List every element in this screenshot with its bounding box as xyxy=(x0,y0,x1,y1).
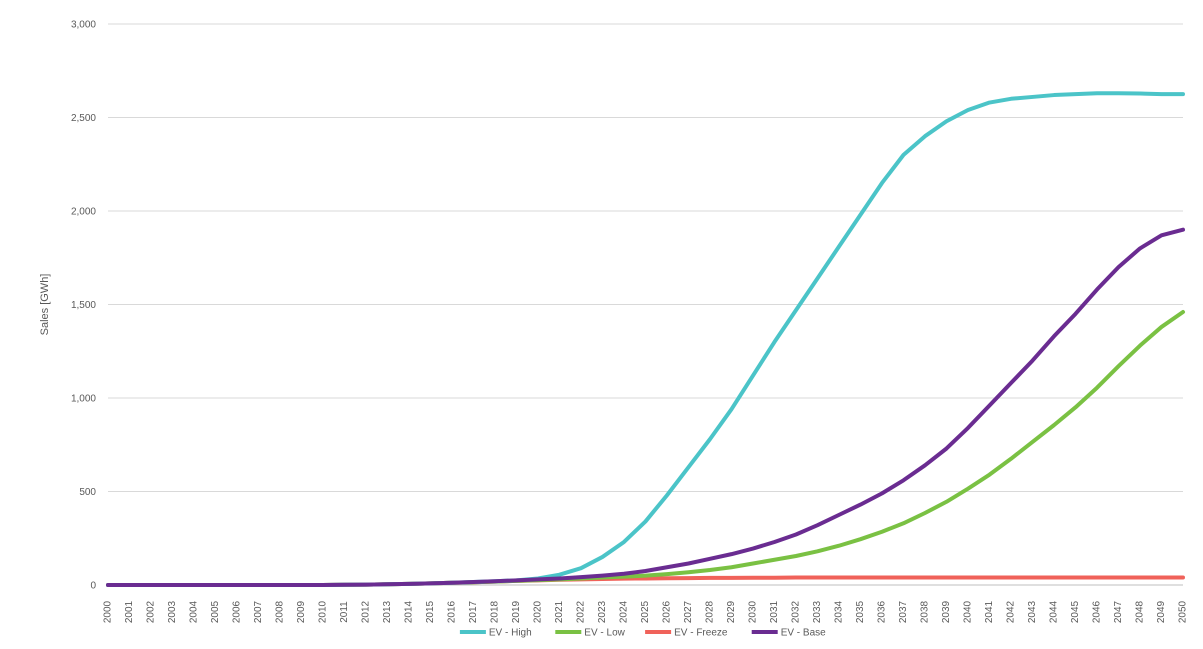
y-tick-label: 500 xyxy=(79,487,96,498)
x-tick-label: 2046 xyxy=(1092,600,1103,623)
x-tick-label: 2005 xyxy=(210,600,221,623)
x-tick-label: 2028 xyxy=(705,600,716,623)
legend-label: EV - Base xyxy=(781,628,826,639)
x-tick-label: 2020 xyxy=(533,600,544,623)
x-tick-label: 2007 xyxy=(253,600,264,623)
x-tick-label: 2045 xyxy=(1070,600,1081,623)
x-tick-label: 2025 xyxy=(640,600,651,623)
y-axis-title: Sales [GWh] xyxy=(39,274,51,336)
legend-item-ev-freeze: EV - Freeze xyxy=(645,628,728,639)
grid-lines xyxy=(108,23,1183,586)
x-tick-label: 2008 xyxy=(275,600,286,623)
x-tick-label: 2017 xyxy=(468,600,479,623)
y-tick-label: 1,000 xyxy=(71,394,96,405)
x-tick-label: 2034 xyxy=(834,600,845,623)
x-tick-label: 2013 xyxy=(382,600,393,623)
y-tick-label: 0 xyxy=(90,581,96,592)
x-tick-label: 2019 xyxy=(511,600,522,623)
x-tick-label: 2001 xyxy=(124,600,135,623)
x-tick-label: 2048 xyxy=(1135,600,1146,623)
y-tick-label: 3,000 xyxy=(71,20,96,31)
x-tick-label: 2032 xyxy=(791,600,802,623)
x-tick-label: 2033 xyxy=(812,600,823,623)
x-tick-label: 2041 xyxy=(984,600,995,623)
x-tick-label: 2026 xyxy=(662,600,673,623)
x-tick-label: 2039 xyxy=(941,600,952,623)
y-tick-label: 2,500 xyxy=(71,113,96,124)
series-line-ev-base xyxy=(106,227,1185,587)
x-tick-label: 2006 xyxy=(232,600,243,623)
x-axis: 2000 2001 2002 2003 2004 2005 2006 2007 2008 2009… xyxy=(103,600,1189,623)
x-tick-label: 2016 xyxy=(447,600,458,623)
x-tick-label: 2030 xyxy=(748,600,759,623)
x-tick-label: 2009 xyxy=(296,600,307,623)
legend-label: EV - Low xyxy=(584,628,625,639)
x-tick-label: 2002 xyxy=(146,600,157,623)
x-tick-label: 2021 xyxy=(554,600,565,623)
x-tick-label: 2015 xyxy=(425,600,436,623)
legend-item-ev-high: EV - High xyxy=(459,628,532,639)
x-tick-label: 2031 xyxy=(769,600,780,623)
series-line-ev-low xyxy=(106,309,1185,587)
x-tick-label: 2043 xyxy=(1027,600,1038,623)
x-tick-label: 2036 xyxy=(877,600,888,623)
y-tick-label: 2,000 xyxy=(71,207,96,218)
x-tick-label: 2038 xyxy=(920,600,931,623)
x-tick-label: 2003 xyxy=(167,600,178,623)
x-tick-label: 2027 xyxy=(683,600,694,623)
legend-label: EV - Freeze xyxy=(674,628,728,639)
x-tick-label: 2004 xyxy=(189,600,200,623)
x-tick-label: 2042 xyxy=(1006,600,1017,623)
x-tick-label: 2010 xyxy=(318,600,329,623)
x-tick-label: 2040 xyxy=(963,600,974,623)
x-tick-label: 2014 xyxy=(404,600,415,623)
series-line-ev-high xyxy=(106,91,1185,587)
x-tick-label: 2049 xyxy=(1156,600,1167,623)
y-axis: 0 500 1,000 1,500 2,000 2,500 3,000 xyxy=(71,20,96,592)
legend-item-ev-low: EV - Low xyxy=(555,628,626,639)
x-tick-label: 2018 xyxy=(490,600,501,623)
legend-item-ev-base: EV - Base xyxy=(751,628,826,639)
x-tick-label: 2047 xyxy=(1113,600,1124,623)
legend-label: EV - High xyxy=(489,628,532,639)
series-lines xyxy=(106,91,1185,587)
x-tick-label: 2037 xyxy=(898,600,909,623)
x-tick-label: 2024 xyxy=(619,600,630,623)
x-tick-label: 2035 xyxy=(855,600,866,623)
x-tick-label: 2012 xyxy=(361,600,372,623)
x-tick-label: 2023 xyxy=(597,600,608,623)
y-tick-label: 1,500 xyxy=(71,300,96,311)
x-tick-label: 2022 xyxy=(576,600,587,623)
x-tick-label: 2000 xyxy=(103,600,114,623)
x-tick-label: 2044 xyxy=(1049,600,1060,623)
x-tick-label: 2011 xyxy=(339,601,350,623)
x-tick-label: 2050 xyxy=(1178,600,1189,623)
x-tick-label: 2029 xyxy=(726,600,737,623)
legend: EV - High EV - Low EV - Freeze EV - Base xyxy=(459,628,826,639)
